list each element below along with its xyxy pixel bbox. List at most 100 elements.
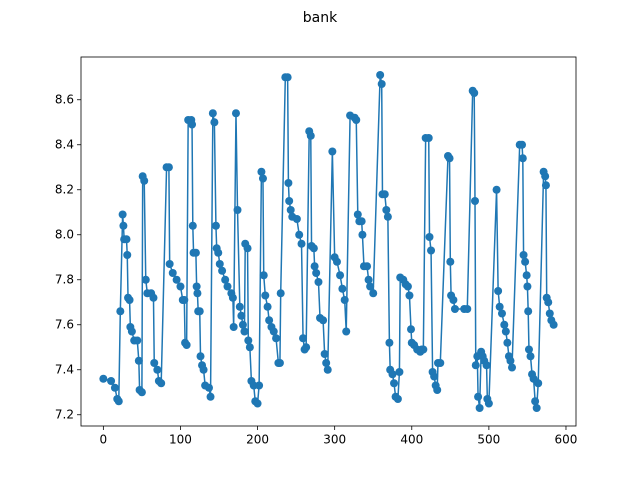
- point-marker: [323, 365, 332, 374]
- x-tick-label: 100: [169, 433, 192, 447]
- point-marker: [237, 311, 246, 320]
- point-marker: [295, 230, 304, 239]
- point-marker: [506, 356, 515, 365]
- point-marker: [492, 185, 501, 194]
- point-marker: [526, 352, 535, 361]
- point-marker: [322, 359, 331, 367]
- point-marker: [261, 291, 270, 300]
- point-marker: [214, 248, 223, 257]
- point-marker: [353, 210, 362, 219]
- point-marker: [204, 383, 213, 392]
- point-marker: [269, 327, 278, 336]
- point-marker: [180, 296, 189, 304]
- x-tick-label: 200: [246, 433, 269, 447]
- point-marker: [188, 221, 197, 230]
- point-marker: [218, 266, 227, 275]
- point-marker: [403, 282, 412, 291]
- point-marker: [243, 244, 252, 253]
- point-marker: [544, 298, 553, 307]
- point-marker: [388, 370, 397, 379]
- point-marker: [285, 197, 294, 205]
- point-marker: [320, 350, 329, 358]
- point-marker: [328, 147, 337, 156]
- point-marker: [297, 239, 306, 248]
- point-marker: [508, 363, 517, 372]
- point-marker: [306, 131, 315, 140]
- point-marker: [393, 395, 402, 403]
- point-marker: [377, 80, 386, 88]
- point-marker: [518, 140, 527, 149]
- point-marker: [286, 206, 295, 214]
- point-marker: [470, 89, 479, 97]
- point-marker: [518, 154, 527, 163]
- point-marker: [228, 293, 237, 302]
- point-marker: [235, 302, 244, 311]
- point-marker: [292, 215, 301, 223]
- point-marker: [495, 302, 504, 311]
- point-marker: [436, 359, 445, 367]
- point-marker: [193, 289, 202, 298]
- chart-title: bank: [303, 10, 338, 26]
- point-marker: [340, 296, 349, 304]
- point-marker: [150, 359, 159, 367]
- point-marker: [407, 325, 415, 334]
- point-marker: [223, 282, 232, 291]
- point-marker: [338, 284, 347, 293]
- point-marker: [433, 386, 442, 394]
- point-marker: [427, 246, 436, 255]
- point-marker: [257, 167, 266, 176]
- plot-frame: [80, 56, 577, 427]
- point-marker: [519, 251, 528, 259]
- point-marker: [532, 404, 541, 412]
- point-marker: [119, 221, 128, 230]
- point-marker: [188, 120, 197, 129]
- point-marker: [534, 379, 543, 388]
- y-tick-label: 7.4: [55, 362, 74, 376]
- point-marker: [191, 248, 200, 257]
- point-marker: [336, 271, 345, 280]
- point-marker: [369, 289, 378, 298]
- point-marker: [523, 282, 532, 291]
- point-marker: [541, 172, 550, 181]
- point-marker: [137, 388, 146, 397]
- point-marker: [383, 212, 392, 221]
- point-marker: [482, 361, 491, 370]
- x-tick-label: 400: [400, 433, 423, 447]
- point-marker: [470, 197, 479, 205]
- y-tick-label: 7.2: [55, 407, 74, 421]
- point-marker: [238, 320, 247, 329]
- point-marker: [206, 392, 215, 401]
- point-marker: [395, 368, 404, 376]
- point-marker: [233, 206, 242, 214]
- point-marker: [125, 296, 134, 304]
- point-marker: [259, 271, 268, 280]
- point-marker: [176, 282, 185, 291]
- point-marker: [284, 179, 293, 187]
- point-marker: [182, 341, 191, 349]
- point-marker: [531, 397, 540, 406]
- point-marker: [545, 309, 554, 318]
- point-marker: [168, 269, 177, 277]
- point-marker: [114, 397, 123, 406]
- point-marker: [110, 383, 119, 392]
- y-tick-label: 8.6: [55, 92, 74, 106]
- point-marker: [149, 293, 158, 302]
- point-marker: [240, 327, 249, 336]
- point-marker: [424, 134, 433, 142]
- point-marker: [107, 377, 116, 385]
- point-marker: [312, 269, 321, 277]
- point-marker: [172, 275, 181, 284]
- point-marker: [208, 109, 217, 118]
- point-marker: [263, 302, 272, 311]
- point-marker: [309, 244, 318, 253]
- point-marker: [471, 361, 480, 370]
- point-marker: [141, 275, 150, 284]
- point-marker: [164, 163, 173, 172]
- point-marker: [272, 334, 281, 343]
- point-marker: [310, 262, 319, 271]
- point-marker: [299, 334, 308, 343]
- point-marker: [199, 365, 208, 374]
- point-marker: [157, 379, 166, 388]
- point-marker: [332, 257, 341, 266]
